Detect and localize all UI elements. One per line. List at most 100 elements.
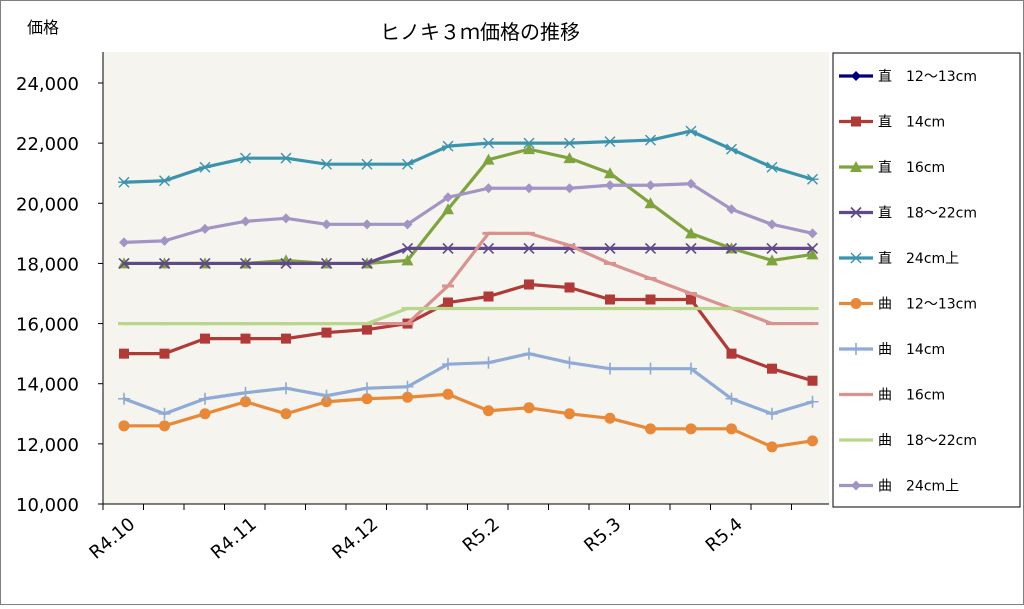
data-point (524, 183, 534, 194)
y-tick-label: 24,000 (16, 74, 79, 95)
data-point (482, 356, 495, 369)
data-point (158, 407, 171, 420)
data-point (523, 242, 535, 254)
data-point (401, 242, 414, 254)
data-point (645, 180, 656, 191)
data-point (605, 180, 615, 191)
legend-swatch-marker (851, 71, 861, 81)
legend-label: 直 14cm (878, 114, 945, 131)
y-axis-title: 価格 (27, 18, 59, 37)
plot-area (103, 52, 829, 504)
data-point (442, 140, 454, 152)
data-point (159, 235, 170, 246)
legend-item: 直 14cm (839, 114, 945, 131)
data-point (685, 242, 697, 254)
series-9 (118, 306, 819, 326)
series-line (122, 352, 815, 416)
data-point (685, 227, 697, 239)
data-point (767, 363, 777, 374)
data-point (686, 178, 696, 189)
data-point (200, 223, 210, 234)
data-point (442, 358, 454, 371)
data-point (685, 362, 697, 375)
data-point (361, 382, 373, 395)
legend-label: 直 18〜22cm (878, 205, 977, 222)
data-point (199, 161, 211, 173)
series-line (122, 246, 815, 266)
data-point (482, 137, 495, 149)
legend-label: 曲 16cm (878, 388, 945, 404)
data-point (321, 327, 332, 338)
data-point (807, 375, 818, 386)
data-point (766, 161, 778, 173)
legend-label: 直 12〜13cm (878, 68, 977, 85)
data-point (645, 294, 656, 305)
y-tick-label: 10,000 (16, 495, 79, 516)
x-tick-label: R4.12 (328, 514, 382, 564)
series-4 (118, 242, 819, 269)
series-5 (118, 125, 819, 188)
legend-item: 曲 16cm (839, 388, 945, 404)
series-line (122, 306, 815, 326)
data-point (442, 242, 454, 254)
legend-swatch-marker (850, 161, 862, 172)
x-tick-label: R5.4 (702, 514, 747, 557)
data-point (604, 242, 616, 254)
legend-item: 直 12〜13cm (839, 68, 977, 85)
data-point (807, 435, 818, 447)
y-tick-label: 20,000 (16, 194, 79, 215)
data-point (320, 158, 333, 170)
data-point (645, 423, 656, 435)
legend-item: 曲 12〜13cm (839, 297, 977, 313)
data-point (767, 219, 777, 230)
data-point (725, 242, 738, 254)
data-point (685, 423, 697, 435)
y-tick-label: 16,000 (16, 315, 79, 336)
data-point (239, 386, 252, 399)
data-point (523, 137, 535, 149)
legend-item: 直 16cm (839, 159, 945, 176)
data-point (563, 137, 576, 149)
data-point (483, 291, 494, 302)
data-point (644, 242, 657, 254)
data-point (200, 333, 210, 344)
data-point (402, 219, 413, 230)
data-point (605, 294, 615, 305)
x-tick-label: R5.3 (580, 514, 625, 557)
series-line (122, 129, 815, 184)
legend-label: 直 16cm (878, 159, 945, 176)
data-point (159, 420, 170, 432)
data-point (443, 192, 453, 203)
data-point (443, 297, 453, 308)
data-point (563, 152, 576, 164)
data-point (281, 333, 291, 344)
data-point (524, 279, 534, 290)
data-point (523, 347, 535, 360)
y-axis: 10,000 12,000 14,000 16,000 18,000 20,000 22,0… (16, 52, 104, 516)
data-point (159, 348, 170, 359)
data-point (401, 380, 414, 393)
data-point (118, 420, 130, 432)
data-point (158, 257, 171, 269)
data-point (442, 203, 454, 215)
data-point (158, 175, 171, 187)
data-point (321, 219, 332, 230)
data-point (766, 254, 778, 266)
data-point (118, 176, 130, 188)
legend-item: 曲 14cm (839, 342, 945, 358)
series-6 (118, 388, 818, 453)
chart-title: ヒノキ３ｍ価格の推移 (380, 20, 580, 44)
legend-swatch-marker (850, 206, 862, 219)
x-tick-label: R5.2 (459, 514, 504, 557)
data-point (119, 237, 129, 248)
data-point (726, 423, 737, 435)
data-point (239, 257, 252, 269)
legend-swatch-marker (850, 343, 862, 355)
data-point (806, 173, 819, 185)
data-point (118, 257, 130, 269)
series-line (122, 392, 815, 449)
data-point (240, 333, 251, 344)
legend-swatch-marker (851, 116, 861, 127)
y-tick-label: 14,000 (16, 375, 79, 396)
data-point (482, 242, 495, 254)
